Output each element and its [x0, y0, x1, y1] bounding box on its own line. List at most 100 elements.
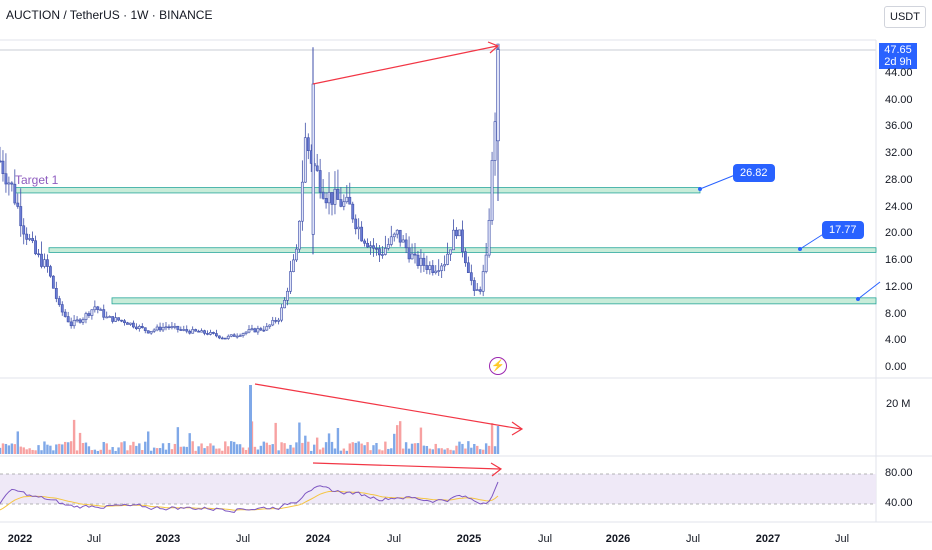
- candle: [425, 265, 429, 270]
- volume-bar: [55, 444, 58, 454]
- candle: [126, 322, 129, 325]
- candle: [315, 165, 319, 171]
- volume-bar: [304, 435, 307, 454]
- candle: [200, 330, 203, 333]
- volume-bar: [249, 385, 252, 454]
- volume-bar: [369, 450, 372, 454]
- volume-bar: [61, 444, 64, 454]
- candle: [472, 280, 476, 291]
- volume-bar: [93, 449, 97, 454]
- support-zone: [14, 187, 701, 194]
- candle: [191, 329, 195, 334]
- volume-bar: [141, 450, 144, 454]
- candle: [463, 251, 467, 264]
- volume-bar: [286, 448, 289, 454]
- candle: [40, 253, 43, 267]
- currency-button[interactable]: USDT: [884, 6, 926, 28]
- volume-bar: [13, 444, 17, 454]
- candle: [164, 326, 168, 329]
- candle: [366, 242, 369, 248]
- volume-bar: [16, 431, 19, 454]
- candle: [37, 253, 40, 256]
- candle: [300, 181, 304, 222]
- candle: [484, 254, 488, 272]
- callout-anchor: [798, 247, 802, 251]
- candle: [493, 121, 497, 161]
- volume-bar: [117, 447, 120, 454]
- volume-bar: [437, 448, 440, 454]
- y-tick-label: 16.00: [885, 254, 913, 267]
- x-tick-label: 2026: [605, 533, 631, 545]
- candle: [179, 329, 183, 331]
- volume-bar: [487, 445, 491, 454]
- trend-line: [254, 383, 522, 430]
- candle: [389, 236, 393, 245]
- volume-bar: [384, 441, 387, 454]
- volume-bar: [123, 441, 126, 454]
- volume-bar: [354, 442, 357, 454]
- volume-bar: [22, 447, 25, 454]
- volume-bar: [135, 445, 138, 454]
- volume-bar: [49, 445, 52, 454]
- candle: [43, 259, 46, 267]
- volume-bar: [310, 450, 313, 454]
- volume-bar: [404, 442, 408, 454]
- candle: [51, 275, 55, 289]
- candle: [161, 327, 165, 331]
- candle: [1, 160, 5, 175]
- volume-bar: [40, 450, 43, 454]
- volume-bar: [209, 443, 212, 454]
- x-tick-label: Jul: [834, 533, 850, 545]
- candle: [217, 335, 221, 339]
- volume-bar: [108, 449, 111, 454]
- candle: [90, 309, 94, 316]
- candle: [333, 188, 337, 205]
- candle: [330, 192, 334, 205]
- volume-bar: [280, 442, 283, 454]
- volume-bar: [170, 449, 174, 454]
- volume-bar: [342, 448, 346, 454]
- volume-bar: [218, 448, 221, 454]
- x-tick-label: 2024: [305, 533, 331, 545]
- volume-bar: [158, 448, 162, 454]
- volume-bar: [336, 428, 340, 454]
- candle: [194, 329, 198, 332]
- candle: [461, 229, 464, 252]
- volume-bar: [161, 443, 165, 454]
- candle: [149, 331, 153, 334]
- candle: [238, 335, 242, 337]
- candle: [455, 229, 458, 237]
- volume-bar: [200, 443, 203, 454]
- candle: [446, 253, 450, 265]
- candle: [410, 253, 414, 260]
- volume-bar: [75, 450, 79, 454]
- volume-bar: [230, 441, 233, 454]
- lightning-icon[interactable]: ⚡: [489, 357, 507, 375]
- x-tick-label: Jul: [685, 533, 701, 545]
- candle: [60, 304, 64, 313]
- candle: [274, 320, 278, 322]
- volume-bar: [129, 445, 132, 454]
- volume-bar: [351, 442, 354, 454]
- candle: [185, 329, 189, 332]
- price-callout-2[interactable]: 17.77: [822, 221, 864, 239]
- volume-bar: [484, 443, 488, 454]
- candle: [25, 233, 29, 240]
- candle: [123, 320, 126, 324]
- volume-bar: [449, 449, 452, 454]
- price-callout-1[interactable]: 26.82: [733, 164, 775, 182]
- volume-bar: [43, 441, 46, 454]
- candle: [283, 299, 286, 309]
- volume-bar: [410, 443, 414, 454]
- candle: [143, 327, 147, 331]
- volume-bar: [479, 449, 482, 454]
- volume-bar: [292, 447, 295, 454]
- volume-bar: [431, 449, 434, 454]
- volume-bar: [265, 442, 268, 454]
- volume-bar: [138, 443, 141, 454]
- candle: [327, 192, 331, 204]
- candle: [13, 183, 17, 204]
- candle: [111, 316, 115, 322]
- volume-bar: [396, 425, 399, 454]
